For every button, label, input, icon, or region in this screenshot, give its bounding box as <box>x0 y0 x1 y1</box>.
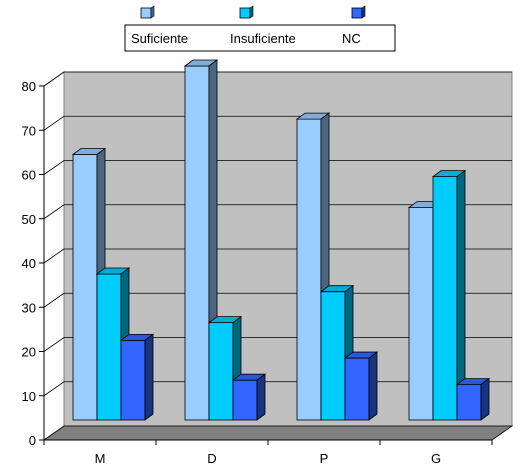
gridlines <box>43 71 512 397</box>
bars <box>71 59 491 421</box>
legend-swatch <box>239 7 251 19</box>
legend-item: NC <box>342 5 366 46</box>
bar <box>431 169 467 421</box>
y-tick-label: 10 <box>22 389 36 404</box>
legend-label: Insuficiente <box>230 31 296 46</box>
gridline <box>43 160 512 175</box>
gridline <box>43 248 512 264</box>
legend: Suficiente Insuficiente NC <box>124 5 396 52</box>
y-tick-label: 70 <box>22 123 36 138</box>
y-axis-ticks: 0 10 20 30 40 50 60 70 80 <box>22 79 44 448</box>
legend-swatch <box>351 7 363 19</box>
bar <box>455 377 491 421</box>
y-tick-label: 30 <box>22 300 36 315</box>
legend-item: Suficiente <box>131 5 188 46</box>
x-tick-label: M <box>95 451 106 466</box>
gridline <box>43 204 512 220</box>
x-tick-label: G <box>431 451 441 466</box>
legend-box <box>124 24 396 52</box>
x-tick-label: D <box>207 451 216 466</box>
y-tick-label: 50 <box>22 212 36 227</box>
bar <box>231 373 267 421</box>
gridline <box>43 115 512 131</box>
y-tick-label: 20 <box>22 345 36 360</box>
gridline <box>43 337 512 352</box>
bar <box>319 284 355 421</box>
legend-swatch <box>140 7 152 19</box>
y-tick-label: 60 <box>22 168 36 183</box>
bar <box>95 267 131 421</box>
bar <box>119 333 155 421</box>
y-tick-label: 40 <box>22 256 36 271</box>
legend-label: NC <box>342 31 361 46</box>
legend-item: Insuficiente <box>230 5 296 46</box>
gridline <box>43 71 512 87</box>
bar <box>343 351 379 421</box>
floor <box>42 425 514 441</box>
y-tick-label: 80 <box>22 79 36 94</box>
y-tick-label: 0 <box>29 433 36 448</box>
gridline <box>43 292 512 308</box>
legend-label: Suficiente <box>131 31 188 46</box>
x-tick-label: P <box>320 451 329 466</box>
